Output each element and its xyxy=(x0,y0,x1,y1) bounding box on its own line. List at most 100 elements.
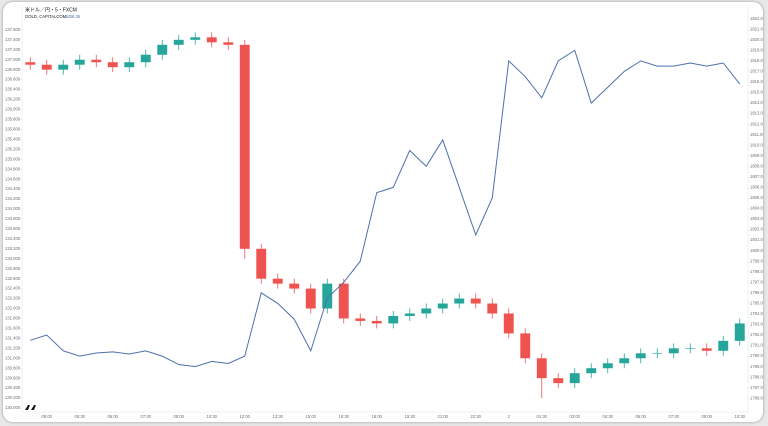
y-tick-label: 132.600 xyxy=(5,276,21,281)
y2-tick-label: 1811.00 xyxy=(750,132,763,137)
y2-tick-label: 1801.00 xyxy=(750,237,763,242)
candle-body xyxy=(487,303,498,314)
candle-body xyxy=(718,340,729,351)
candle-body xyxy=(734,323,745,341)
y2-tick-label: 1799.00 xyxy=(750,258,763,263)
y-tick-label: 131.800 xyxy=(5,316,21,321)
y-tick-label: 130.200 xyxy=(5,395,21,400)
y-tick-label: 136.000 xyxy=(5,107,21,112)
candle-body xyxy=(520,333,531,359)
y2-tick-label: 1822.00 xyxy=(750,16,763,21)
candle-body xyxy=(668,348,679,354)
gold-line xyxy=(30,49,741,368)
chart-frame: 米ドル／円・5・FXCM GOLD, CAPITALCOM 1836.35 13… xyxy=(3,2,763,422)
y2-tick-label: 1817.00 xyxy=(750,69,763,74)
y2-tick-label: 1788.00 xyxy=(750,374,763,379)
candle-body xyxy=(223,42,234,45)
candle-body xyxy=(206,37,217,43)
x-tick-label: 08:00 xyxy=(174,414,185,419)
y2-tick-label: 1821.00 xyxy=(750,26,763,31)
candle-body xyxy=(190,37,201,40)
y2-tick-label: 1819.00 xyxy=(750,47,763,52)
x-tick-label: 01:30 xyxy=(537,414,548,419)
y-tick-label: 136.800 xyxy=(5,67,21,72)
x-tick-label: 12:00 xyxy=(240,414,251,419)
y-tick-label: 137.600 xyxy=(5,27,21,32)
x-tick-label: 09:00 xyxy=(702,414,713,419)
x-tick-label: 19:30 xyxy=(405,414,416,419)
y-tick-label: 131.400 xyxy=(5,335,21,340)
y-tick-label: 132.800 xyxy=(5,266,21,271)
y-tick-label: 133.400 xyxy=(5,236,21,241)
x-tick-label: 18:00 xyxy=(372,414,383,419)
x-tick-label: 07:30 xyxy=(141,414,152,419)
y-tick-label: 136.600 xyxy=(5,77,21,82)
y-tick-label: 134.200 xyxy=(5,196,21,201)
y2-tick-label: 1793.00 xyxy=(750,322,763,327)
y2-tick-label: 1810.00 xyxy=(750,142,763,147)
x-tick-label: 16:30 xyxy=(339,414,350,419)
y2-tick-label: 1795.00 xyxy=(750,301,763,306)
y-tick-label: 131.000 xyxy=(5,355,21,360)
candle-body xyxy=(454,298,465,304)
logo xyxy=(25,405,36,410)
y2-tick-label: 1796.00 xyxy=(750,290,763,295)
annotation: 1836.35 xyxy=(65,14,81,19)
candle-body xyxy=(107,62,118,68)
candle-body xyxy=(322,283,333,309)
x-tick-label: 05:00 xyxy=(42,414,53,419)
candle-body xyxy=(619,358,630,364)
x-tick-label: 10:30 xyxy=(207,414,218,419)
y-tick-label: 134.800 xyxy=(5,166,21,171)
y2-tick-label: 1794.00 xyxy=(750,311,763,316)
candle-body xyxy=(41,64,52,70)
y2-tick-label: 1813.00 xyxy=(750,111,763,116)
y-tick-label: 132.400 xyxy=(5,286,21,291)
y-tick-label: 137.000 xyxy=(5,57,21,62)
y-tick-label: 130.400 xyxy=(5,385,21,390)
y-tick-label: 137.200 xyxy=(5,47,21,52)
y-tick-label: 131.200 xyxy=(5,345,21,350)
y2-tick-label: 1815.00 xyxy=(750,90,763,95)
y-tick-label: 135.800 xyxy=(5,117,21,122)
y-tick-label: 137.400 xyxy=(5,37,21,42)
x-tick-label: 22:30 xyxy=(471,414,482,419)
y-tick-label: 136.200 xyxy=(5,97,21,102)
y2-tick-label: 1812.00 xyxy=(750,121,763,126)
x-tick-label: 06:00 xyxy=(108,414,119,419)
y2-tick-label: 1800.00 xyxy=(750,248,763,253)
x-tick-label: 03:00 xyxy=(570,414,581,419)
y-tick-label: 134.000 xyxy=(5,206,21,211)
candle-body xyxy=(586,368,597,374)
y2-tick-label: 1790.00 xyxy=(750,353,763,358)
candle-body xyxy=(602,363,613,369)
candle-body xyxy=(239,44,250,249)
y2-tick-label: 1802.00 xyxy=(750,227,763,232)
candle-body xyxy=(256,248,267,279)
candle-body xyxy=(685,348,696,349)
candle-body xyxy=(371,320,382,324)
chart: 米ドル／円・5・FXCM GOLD, CAPITALCOM 1836.35 13… xyxy=(5,5,763,419)
candle-body xyxy=(58,64,69,70)
chart-title: 米ドル／円・5・FXCM xyxy=(25,6,77,13)
candle-body xyxy=(289,283,300,289)
candle-body xyxy=(536,358,547,379)
y2-tick-label: 1806.00 xyxy=(750,185,763,190)
x-tick-label: 15:00 xyxy=(306,414,317,419)
candle-body xyxy=(355,318,366,321)
y2-tick-label: 1786.00 xyxy=(750,395,763,400)
y-tick-label: 133.200 xyxy=(5,246,21,251)
y-tick-label: 130.600 xyxy=(5,375,21,380)
y-tick-label: 135.400 xyxy=(5,136,21,141)
x-tick-label: 06:00 xyxy=(636,414,647,419)
y2-tick-label: 1792.00 xyxy=(750,332,763,337)
x-tick-label: 07:30 xyxy=(669,414,680,419)
y-tick-label: 132.000 xyxy=(5,306,21,311)
y-tick-label: 135.600 xyxy=(5,126,21,131)
candle-body xyxy=(635,353,646,359)
candle-body xyxy=(305,288,316,309)
candle-body xyxy=(25,62,36,65)
candle-body xyxy=(157,44,168,55)
y-tick-label: 133.800 xyxy=(5,216,21,221)
candle-body xyxy=(569,373,580,384)
